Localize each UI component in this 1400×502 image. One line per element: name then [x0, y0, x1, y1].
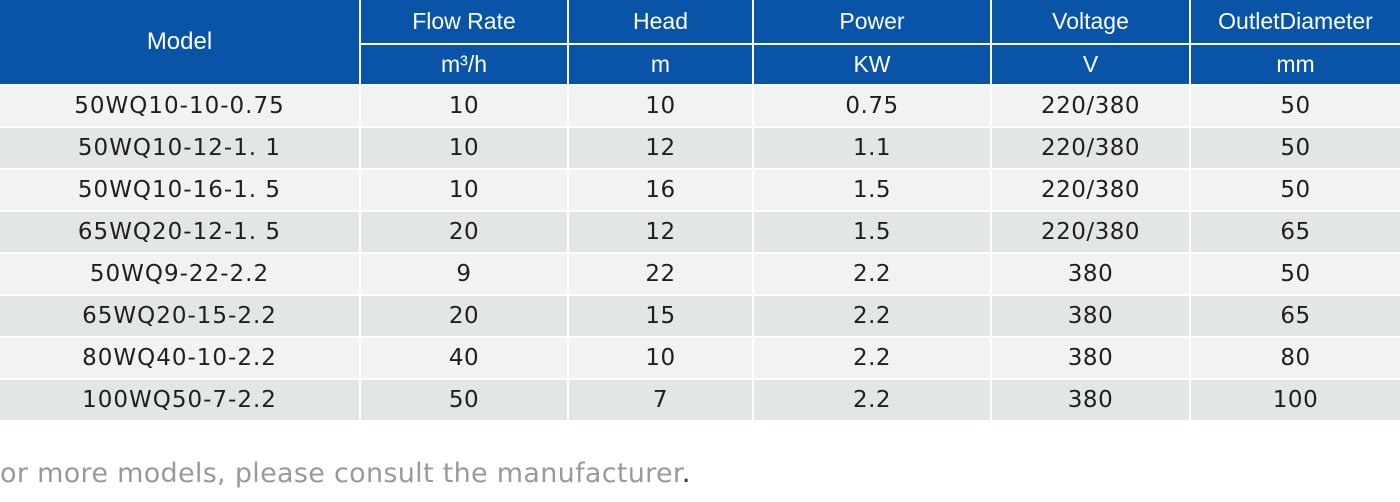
cell-voltage: 380 — [990, 253, 1191, 296]
table-row: 50WQ10-10-0.75 10 10 0.75 220/380 50 — [0, 85, 1400, 128]
cell-head: 12 — [567, 127, 754, 170]
cell-power: 0.75 — [752, 85, 992, 128]
table-body: 50WQ10-10-0.75 10 10 0.75 220/380 50 50W… — [0, 85, 1400, 422]
cell-flow-rate: 10 — [359, 85, 569, 128]
cell-flow-rate: 50 — [359, 379, 569, 422]
cell-model: 50WQ10-16-1. 5 — [0, 169, 361, 212]
cell-power: 2.2 — [752, 253, 992, 296]
header-row-names: Model Flow Rate Head Power Voltage Outle… — [0, 0, 1400, 86]
table-row: 50WQ10-16-1. 5 10 16 1.5 220/380 50 — [0, 169, 1400, 212]
cell-power: 1.5 — [752, 211, 992, 254]
cell-outlet-diameter: 50 — [1189, 169, 1400, 212]
header-row-units: m³/h m KW V mm — [0, 43, 1400, 86]
cell-power: 2.2 — [752, 379, 992, 422]
cell-voltage: 220/380 — [990, 127, 1191, 170]
unit-power: KW — [752, 43, 992, 86]
cell-head: 12 — [567, 211, 754, 254]
cell-flow-rate: 10 — [359, 169, 569, 212]
cell-flow-rate: 40 — [359, 337, 569, 380]
cell-outlet-diameter: 50 — [1189, 85, 1400, 128]
footnote-text: or more models, please consult the manuf… — [0, 458, 682, 489]
header-flow-rate: Flow Rate — [359, 0, 569, 45]
cell-flow-rate: 10 — [359, 127, 569, 170]
cell-flow-rate: 20 — [359, 211, 569, 254]
header-outlet-diameter: OutletDiameter — [1189, 0, 1400, 45]
cell-outlet-diameter: 50 — [1189, 253, 1400, 296]
cell-voltage: 220/380 — [990, 211, 1191, 254]
table-row: 100WQ50-7-2.2 50 7 2.2 380 100 — [0, 379, 1400, 422]
cell-model: 50WQ9-22-2.2 — [0, 253, 361, 296]
unit-flow-rate: m³/h — [360, 43, 569, 86]
cell-head: 10 — [567, 85, 754, 128]
cell-head: 22 — [567, 253, 754, 296]
specification-table: Model Flow Rate Head Power Voltage Outle… — [0, 0, 1400, 422]
footnote: or more models, please consult the manuf… — [0, 458, 691, 489]
table-row: 65WQ20-12-1. 5 20 12 1.5 220/380 65 — [0, 211, 1400, 254]
header-voltage: Voltage — [990, 0, 1191, 45]
cell-flow-rate: 20 — [359, 295, 569, 338]
cell-model: 80WQ40-10-2.2 — [0, 337, 361, 380]
table-row: 80WQ40-10-2.2 40 10 2.2 380 80 — [0, 337, 1400, 380]
footnote-period: . — [681, 458, 691, 489]
cell-head: 16 — [567, 169, 754, 212]
cell-voltage: 220/380 — [990, 85, 1191, 128]
cell-outlet-diameter: 50 — [1189, 127, 1400, 170]
unit-head: m — [567, 43, 754, 86]
cell-model: 50WQ10-12-1. 1 — [0, 127, 361, 170]
header-model: Model — [0, 0, 361, 86]
cell-model: 50WQ10-10-0.75 — [0, 85, 361, 128]
cell-head: 7 — [567, 379, 754, 422]
cell-power: 1.1 — [752, 127, 992, 170]
cell-outlet-diameter: 65 — [1189, 211, 1400, 254]
cell-power: 2.2 — [752, 337, 992, 380]
header-head: Head — [567, 0, 754, 45]
table-header: Model Flow Rate Head Power Voltage Outle… — [0, 0, 1400, 86]
cell-voltage: 380 — [990, 295, 1191, 338]
cell-flow-rate: 9 — [359, 253, 569, 296]
cell-head: 10 — [567, 337, 754, 380]
cell-head: 15 — [567, 295, 754, 338]
cell-outlet-diameter: 100 — [1189, 379, 1400, 422]
unit-outlet-diameter: mm — [1189, 43, 1400, 86]
header-power: Power — [752, 0, 992, 45]
cell-power: 1.5 — [752, 169, 992, 212]
cell-model: 100WQ50-7-2.2 — [0, 379, 361, 422]
cell-voltage: 380 — [990, 379, 1191, 422]
cell-model: 65WQ20-15-2.2 — [0, 295, 361, 338]
cell-voltage: 380 — [990, 337, 1191, 380]
table-row: 50WQ10-12-1. 1 10 12 1.1 220/380 50 — [0, 127, 1400, 170]
cell-outlet-diameter: 80 — [1189, 337, 1400, 380]
cell-outlet-diameter: 65 — [1189, 295, 1400, 338]
cell-model: 65WQ20-12-1. 5 — [0, 211, 361, 254]
table-row: 50WQ9-22-2.2 9 22 2.2 380 50 — [0, 253, 1400, 296]
table-row: 65WQ20-15-2.2 20 15 2.2 380 65 — [0, 295, 1400, 338]
cell-voltage: 220/380 — [990, 169, 1191, 212]
unit-voltage: V — [990, 43, 1191, 86]
cell-power: 2.2 — [752, 295, 992, 338]
